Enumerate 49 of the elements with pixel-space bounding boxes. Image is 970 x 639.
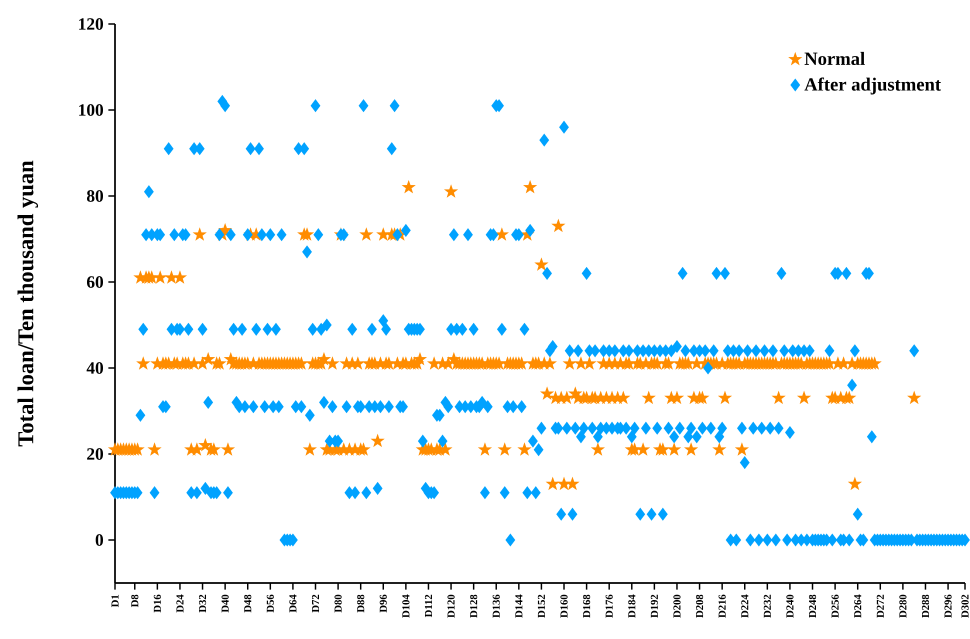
x-tick-label: D264: [854, 594, 862, 618]
x-tick-label: D208: [696, 594, 704, 618]
x-tick-label: D160: [560, 594, 568, 618]
y-tick-label: 40: [86, 362, 104, 374]
legend-label: Normal: [804, 52, 865, 66]
y-axis-title: Total loan/Ten thousand yuan: [18, 160, 38, 446]
x-tick-label: D136: [492, 594, 500, 618]
legend-label: After adjustment: [804, 77, 941, 95]
x-tick-label: D248: [808, 594, 816, 618]
y-tick-label: 80: [86, 190, 104, 202]
y-tick-label: 0: [96, 534, 104, 546]
x-tick-label: D296: [944, 594, 952, 618]
x-tick-label: D40: [222, 594, 229, 612]
x-tick-label: D200: [673, 594, 681, 618]
x-tick-label: D128: [470, 594, 478, 618]
x-tick-label: D288: [922, 594, 930, 618]
x-tick-label: D256: [832, 594, 839, 618]
x-tick-label: D64: [289, 594, 296, 612]
x-tick-label: D16: [154, 594, 161, 612]
x-tick-label: D112: [424, 594, 432, 618]
y-tick-label: 20: [87, 448, 104, 460]
x-tick-label: D56: [266, 594, 274, 612]
x-tick-label: D240: [786, 594, 794, 618]
x-tick-label: D1: [111, 594, 119, 608]
x-tick-label: D8: [131, 594, 138, 608]
x-tick-label: D280: [899, 594, 906, 618]
y-tick-label: 120: [79, 18, 104, 30]
x-tick-label: D32: [198, 594, 206, 612]
x-tick-label: D192: [650, 594, 658, 618]
x-tick-label: D184: [628, 594, 636, 618]
x-tick-label: D48: [244, 594, 252, 612]
y-tick-label: 100: [79, 104, 104, 116]
x-tick-label: D152: [538, 594, 545, 618]
x-tick-label: D272: [876, 594, 884, 618]
y-tick-label: 60: [86, 276, 104, 288]
x-tick-label: D104: [402, 594, 410, 618]
x-tick-label: D302: [961, 594, 969, 618]
x-tick-label: D144: [515, 594, 522, 618]
x-tick-label: D72: [312, 594, 320, 612]
x-tick-label: D232: [764, 594, 771, 618]
x-tick-label: D24: [176, 594, 184, 612]
x-tick-label: D216: [718, 594, 726, 618]
x-tick-label: D88: [357, 594, 364, 612]
x-tick-label: D224: [741, 594, 748, 618]
x-tick-label: D176: [606, 594, 613, 618]
x-tick-label: D80: [334, 594, 342, 612]
x-tick-label: D120: [447, 594, 455, 618]
x-tick-label: D96: [380, 594, 387, 612]
x-tick-label: D168: [583, 594, 590, 618]
